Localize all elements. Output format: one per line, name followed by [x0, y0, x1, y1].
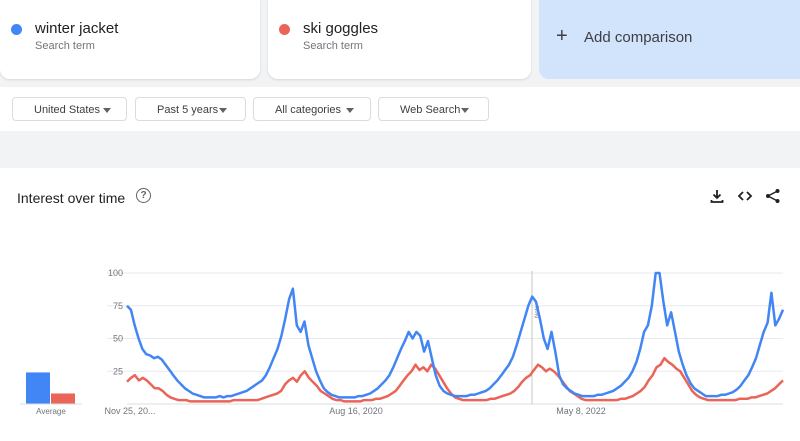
filter-bar: United States Past 5 years All categorie… [0, 87, 800, 131]
add-comparison-button[interactable]: + Add comparison [539, 0, 800, 79]
series-color-dot [279, 24, 290, 35]
search-term-label[interactable]: ski goggles [303, 20, 379, 37]
average-bars: Average [20, 372, 82, 416]
search-term-card-winter-jacket[interactable]: winter jacket Search term [0, 0, 260, 79]
caret-down-icon [103, 108, 111, 113]
average-label: Average [36, 407, 66, 416]
category-dropdown[interactable]: All categories [253, 97, 371, 121]
caret-down-icon [219, 108, 227, 113]
period-dropdown[interactable]: Past 5 years [135, 97, 246, 121]
search-term-type: Search term [35, 40, 95, 52]
average-bar-ski-goggles [51, 393, 75, 404]
search-term-card-ski-goggles[interactable]: ski goggles Search term [268, 0, 531, 79]
region-dropdown[interactable]: United States [12, 97, 127, 121]
series-color-dot [11, 24, 22, 35]
caret-down-icon [346, 108, 354, 113]
chart-title: Interest over time [17, 190, 126, 206]
add-comparison-label: Add comparison [584, 29, 693, 46]
search-type-value: Web Search [400, 104, 461, 116]
x-tick-label: May 8, 2022 [556, 406, 606, 416]
plus-icon: + [556, 25, 568, 47]
search-type-dropdown[interactable]: Web Search [378, 97, 489, 121]
interest-over-time-card: Interest over time ? Note 25 50 75 100 Nov … [0, 168, 800, 441]
x-tick-label: Nov 25, 20... [104, 406, 155, 416]
caret-down-icon [461, 108, 469, 113]
search-term-label[interactable]: winter jacket [35, 20, 119, 37]
series-line-ski-goggles [126, 356, 784, 403]
region-value: United States [34, 104, 101, 116]
y-tick-label: 100 [108, 268, 123, 278]
embed-icon[interactable] [737, 188, 753, 204]
x-tick-labels: Nov 25, 20... Aug 16, 2020 May 8, 2022 [104, 406, 605, 416]
series-line-winter-jacket [126, 271, 785, 399]
y-tick-label: 25 [113, 366, 123, 376]
chart-series [126, 271, 785, 403]
period-value: Past 5 years [157, 104, 219, 116]
y-tick-label: 50 [113, 334, 123, 344]
x-tick-label: Aug 16, 2020 [329, 406, 383, 416]
average-bar-winter-jacket [26, 372, 50, 404]
category-value: All categories [275, 104, 342, 116]
download-icon[interactable] [709, 188, 725, 204]
share-icon[interactable] [765, 188, 781, 204]
y-tick-labels: 25 50 75 100 [108, 268, 123, 376]
help-icon[interactable]: ? [136, 188, 151, 203]
y-tick-label: 75 [113, 301, 123, 311]
search-term-type: Search term [303, 40, 363, 52]
